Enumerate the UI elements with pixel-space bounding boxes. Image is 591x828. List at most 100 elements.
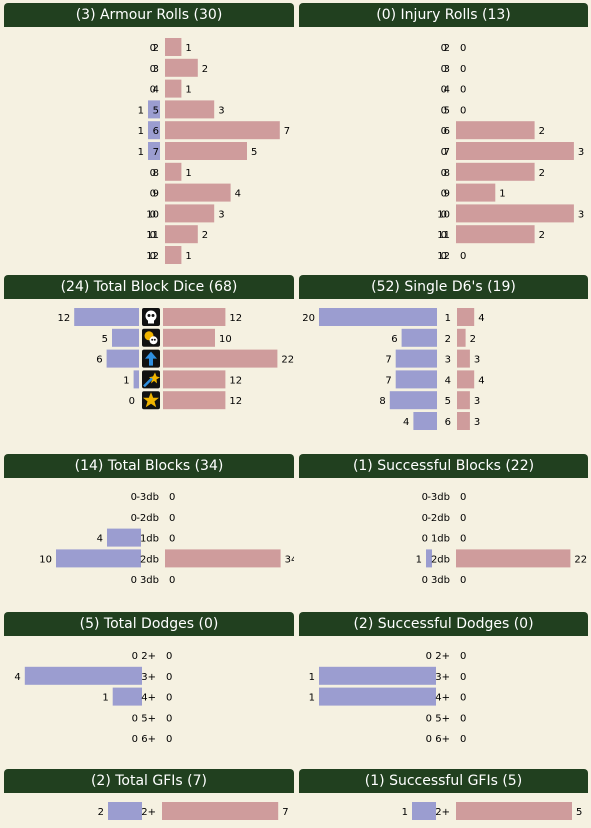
right-value-label: 1 [499, 189, 505, 200]
panel-title: (1) Successful GFIs (5) [299, 769, 588, 793]
left-bar [148, 142, 160, 160]
category-label: 1 [445, 313, 451, 324]
left-bar [133, 370, 139, 389]
left-value-label: 1 [402, 807, 408, 818]
right-value-label: 0 [169, 534, 175, 545]
left-value-label: 0 [426, 651, 432, 662]
left-bar [148, 121, 160, 140]
left-bar [106, 349, 139, 368]
category-label: -3db [136, 492, 159, 503]
left-bar [56, 549, 141, 568]
right-value-label: 0 [169, 492, 175, 503]
category-label: 2+ [435, 807, 450, 818]
left-value-label: 0 [422, 513, 428, 524]
category-label: -2db [427, 513, 450, 524]
left-value-label: 2 [98, 807, 104, 818]
left-value-label: 10 [39, 554, 52, 565]
right-value-label: 3 [578, 147, 584, 158]
category-label: 2 [444, 43, 450, 54]
category-label: 6 [153, 126, 159, 137]
left-bar [401, 328, 437, 347]
category-label: 1db [140, 534, 159, 545]
left-value-label: 1 [309, 693, 315, 704]
right-value-label: 3 [578, 209, 584, 220]
right-bar [165, 121, 280, 140]
right-value-label: 5 [576, 807, 582, 818]
left-value-label: 1 [309, 672, 315, 683]
right-bar [163, 328, 215, 347]
panel-title: (14) Total Blocks (34) [4, 454, 294, 478]
right-bar [456, 121, 535, 140]
right-value-label: 3 [474, 355, 480, 366]
right-value-label: 0 [460, 693, 466, 704]
left-value-label: 0 [441, 43, 447, 54]
category-label: 6+ [435, 734, 450, 745]
single-d6-chart: 20 4 1 6 2 2 7 3 3 7 4 4 8 3 5 4 3 6 [302, 308, 485, 430]
left-bar [319, 687, 436, 706]
left-bar [74, 308, 139, 326]
left-bar [412, 802, 436, 820]
category-label: -3db [427, 492, 450, 503]
right-value-label: 0 [460, 575, 466, 586]
category-label: 5 [445, 396, 451, 407]
right-bar [165, 162, 182, 181]
left-value-label: 4 [97, 534, 103, 545]
category-label: 10 [146, 209, 159, 220]
category-label: 8 [153, 168, 159, 179]
left-value-label: 6 [96, 355, 102, 366]
left-value-label: 0 [422, 575, 428, 586]
left-value-label: 0 [441, 251, 447, 262]
left-value-label: 0 [131, 492, 137, 503]
left-value-label: 0 [441, 105, 447, 116]
left-value-label: 6 [391, 334, 397, 345]
left-value-label: 0 [426, 734, 432, 745]
category-label: 2 [445, 334, 451, 345]
category-label: 3 [445, 355, 451, 366]
right-bar [162, 802, 279, 820]
right-value-label: 0 [460, 492, 466, 503]
left-bar [319, 666, 436, 685]
push-icon [142, 349, 160, 368]
total-gfis-panel: (2) Total GFIs (7) 2 7 2+ [4, 769, 294, 825]
category-label: 3db [140, 575, 159, 586]
right-value-label: 12 [229, 313, 242, 324]
left-bar [112, 328, 139, 347]
right-bar [456, 162, 535, 181]
right-value-label: 7 [284, 126, 290, 137]
left-bar [108, 802, 142, 820]
left-bar [24, 666, 142, 685]
right-bar [165, 246, 182, 264]
left-value-label: 1 [102, 693, 108, 704]
right-value-label: 22 [574, 554, 587, 565]
right-bar [165, 183, 231, 202]
left-value-label: 0 [150, 64, 156, 75]
category-label: 6 [444, 126, 450, 137]
left-value-label: 0 [426, 713, 432, 724]
right-value-label: 0 [166, 651, 172, 662]
left-value-label: 0 [132, 651, 138, 662]
right-bar [165, 549, 281, 568]
right-value-label: 2 [470, 334, 476, 345]
right-bar [165, 79, 182, 98]
right-bar [456, 142, 574, 160]
category-label: 12 [146, 251, 159, 262]
left-value-label: 1 [138, 126, 144, 137]
right-bar [457, 328, 466, 347]
total-dodges-chart: 0 02+4 03+1 04+0 05+0 06+ [14, 651, 172, 745]
category-label: -2db [136, 513, 159, 524]
category-label: 3 [153, 64, 159, 75]
panel-title: (3) Armour Rolls (30) [4, 3, 294, 27]
left-value-label: 0 [150, 85, 156, 96]
right-value-label: 12 [229, 396, 242, 407]
right-value-label: 34 [285, 554, 294, 565]
right-value-label: 0 [460, 513, 466, 524]
left-bar [389, 391, 437, 410]
right-value-label: 0 [460, 105, 466, 116]
right-bar [163, 391, 226, 410]
total-gfis-chart: 2 7 2+ [98, 802, 289, 820]
category-label: 11 [437, 230, 450, 241]
category-label: 2+ [141, 807, 156, 818]
right-value-label: 4 [235, 189, 241, 200]
category-label: 9 [444, 189, 450, 200]
